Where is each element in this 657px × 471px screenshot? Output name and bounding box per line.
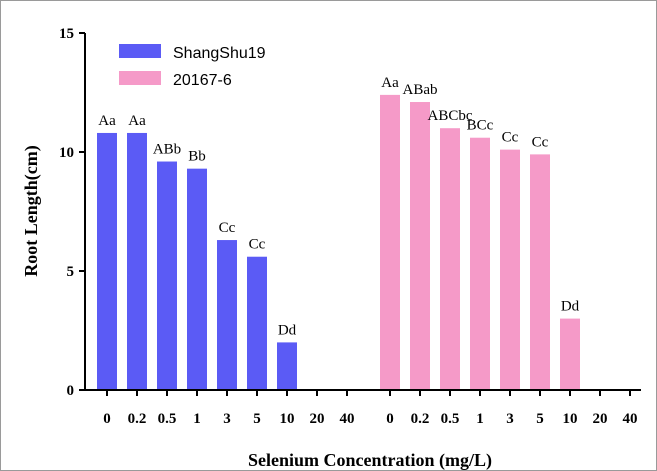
x-tick-label: 10 bbox=[280, 411, 295, 427]
bar bbox=[187, 168, 207, 389]
x-tick-label: 3 bbox=[223, 411, 231, 427]
y-tick-label: 15 bbox=[59, 26, 74, 42]
bar bbox=[217, 240, 237, 389]
x-tick-label: 0.2 bbox=[128, 411, 147, 427]
y-tick-label: 10 bbox=[59, 145, 74, 161]
bar bbox=[97, 132, 117, 389]
significance-label: Aa bbox=[98, 113, 116, 129]
legend-label: 20167-6 bbox=[173, 72, 232, 89]
x-tick-label: 1 bbox=[476, 411, 484, 427]
legend: ShangShu19 20167-6 bbox=[119, 44, 266, 89]
x-tick-label: 40 bbox=[623, 411, 638, 427]
x-tick-label: 0.5 bbox=[158, 411, 177, 427]
significance-label: ABCbc bbox=[428, 108, 473, 124]
x-tick-label: 0 bbox=[103, 411, 111, 427]
legend-label: ShangShu19 bbox=[173, 45, 266, 62]
significance-label: Aa bbox=[128, 113, 146, 129]
bar bbox=[127, 132, 147, 389]
legend-swatch bbox=[119, 71, 161, 85]
significance-label: ABb bbox=[153, 142, 181, 158]
axes: 0 5 10 15 0 0.2 0.5 1 3 5 10 20 40 0 0.2 0.5 1 3 5 10 20 40 bbox=[59, 26, 641, 427]
significance-label: Dd bbox=[278, 322, 297, 338]
bar bbox=[247, 256, 267, 389]
significance-label: Dd bbox=[561, 299, 580, 315]
x-tick-label: 10 bbox=[563, 411, 578, 427]
bar bbox=[440, 128, 460, 389]
x-tick-label: 1 bbox=[193, 411, 201, 427]
significance-label: Cc bbox=[532, 134, 549, 150]
x-axis-title: Selenium Concentration (mg/L) bbox=[248, 450, 492, 471]
significance-label: Cc bbox=[249, 237, 266, 253]
bar bbox=[157, 161, 177, 389]
x-tick-label: 3 bbox=[506, 411, 514, 427]
y-tick-label: 5 bbox=[67, 264, 75, 280]
y-tick-label: 0 bbox=[67, 383, 75, 399]
x-tick-label: 0.2 bbox=[411, 411, 430, 427]
y-axis-title: Root Length(cm) bbox=[21, 145, 42, 276]
bar bbox=[500, 149, 520, 389]
bar bbox=[560, 318, 580, 389]
x-tick-label: 20 bbox=[593, 411, 608, 427]
significance-label: Cc bbox=[219, 220, 236, 236]
bar bbox=[277, 342, 297, 389]
bar bbox=[470, 137, 490, 389]
significance-label: Cc bbox=[502, 130, 519, 146]
bar bbox=[410, 102, 430, 390]
x-tick-label: 5 bbox=[253, 411, 261, 427]
x-tick-label: 20 bbox=[310, 411, 325, 427]
significance-label: Bb bbox=[188, 149, 206, 165]
significance-label: BCc bbox=[467, 118, 494, 134]
bar bbox=[380, 94, 400, 389]
significance-label: Aa bbox=[381, 75, 399, 91]
x-tick-label: 40 bbox=[340, 411, 355, 427]
bars bbox=[97, 94, 580, 390]
bar bbox=[530, 154, 550, 389]
legend-swatch bbox=[119, 44, 161, 58]
x-tick-label: 0 bbox=[386, 411, 394, 427]
x-tick-label: 5 bbox=[536, 411, 544, 427]
significance-label: ABab bbox=[403, 82, 438, 98]
x-tick-label: 0.5 bbox=[441, 411, 460, 427]
